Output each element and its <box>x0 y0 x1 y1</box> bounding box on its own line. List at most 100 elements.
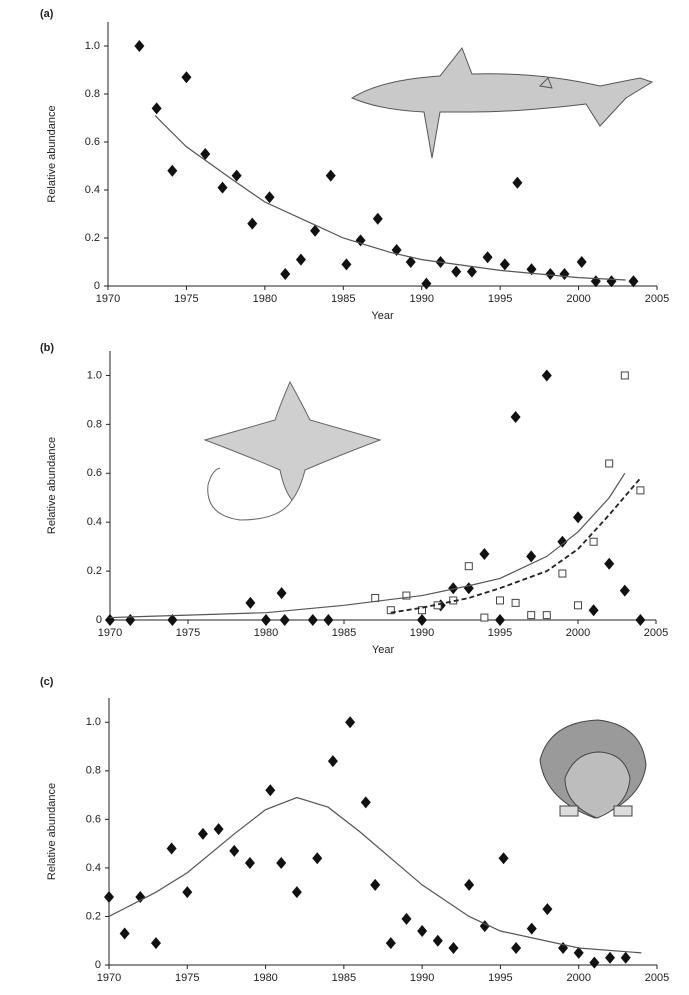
diamond-point <box>291 886 302 899</box>
y-tick-label: 0.4 <box>87 516 102 528</box>
square-point <box>542 611 551 620</box>
square-point <box>371 593 380 602</box>
diamond-point <box>448 942 459 955</box>
shark-illustration <box>350 46 654 159</box>
diamond-point <box>182 886 193 899</box>
x-tick-label: 2000 <box>566 972 590 984</box>
x-tick-label: 1985 <box>331 293 355 305</box>
diamond-point <box>229 844 240 857</box>
y-tick-label: 0.8 <box>85 88 100 100</box>
x-tick-label: 1990 <box>409 293 433 305</box>
x-tick-label: 1975 <box>176 627 200 639</box>
square-point <box>480 613 489 622</box>
x-tick-label: 1995 <box>488 972 512 984</box>
diamond-point <box>261 614 271 626</box>
diamond-point <box>482 251 493 264</box>
diamond-point <box>213 823 224 836</box>
diamond-point <box>360 796 371 809</box>
diamond-point <box>576 256 587 268</box>
diamond-point <box>181 71 192 84</box>
panel-label: (b) <box>40 342 54 354</box>
diamond-point <box>135 891 146 904</box>
square-point <box>402 591 411 600</box>
diamond-point <box>327 755 338 768</box>
y-tick-label: 0.4 <box>85 184 100 196</box>
diamond-point <box>405 256 416 268</box>
diamond-point <box>604 557 615 570</box>
diamond-point <box>197 827 208 840</box>
square-point <box>496 596 504 605</box>
y-tick-label: 1.0 <box>86 716 101 728</box>
square-point <box>558 569 567 578</box>
diamond-point <box>432 934 443 947</box>
y-tick-label: 0.6 <box>86 813 101 825</box>
diamond-point <box>589 956 600 969</box>
diamond-point <box>541 369 552 382</box>
diamond-point <box>464 878 475 891</box>
diamond-point <box>526 922 537 935</box>
x-tick-label: 2005 <box>644 627 668 639</box>
x-axis-label: Year <box>372 644 395 656</box>
diamond-point <box>151 102 162 115</box>
diamond-point <box>307 614 318 626</box>
x-tick-label: 1990 <box>410 627 434 639</box>
diamond-point <box>385 937 396 950</box>
x-tick-label: 1970 <box>97 972 121 984</box>
y-tick-label: 0.2 <box>86 910 101 922</box>
diamond-point <box>370 878 381 891</box>
square-point <box>386 606 395 615</box>
diamond-point <box>134 40 145 52</box>
y-tick-label: 1.0 <box>85 40 100 52</box>
y-tick-label: 0.8 <box>87 418 102 430</box>
diamond-point <box>605 951 616 964</box>
diamond-point <box>325 169 336 182</box>
diamond-point <box>247 217 258 230</box>
x-tick-label: 1985 <box>332 972 356 984</box>
y-tick-label: 0.2 <box>85 232 100 244</box>
diamond-point <box>511 942 522 955</box>
diamond-point <box>341 258 352 271</box>
square-point <box>636 486 645 495</box>
square-point <box>511 598 520 607</box>
diamond-point <box>217 181 228 194</box>
y-tick-label: 0 <box>94 280 100 292</box>
diamond-point <box>345 716 356 729</box>
y-tick-label: 0.4 <box>86 862 101 874</box>
x-tick-label: 2005 <box>645 972 669 984</box>
diamond-point <box>498 852 509 865</box>
x-tick-label: 2005 <box>645 293 669 305</box>
y-axis-label: Relative abundance <box>46 783 58 880</box>
diamond-point <box>401 912 412 925</box>
x-tick-label: 1980 <box>253 972 277 984</box>
diamond-point <box>542 903 553 916</box>
y-tick-label: 0 <box>96 614 102 626</box>
x-tick-label: 1980 <box>253 293 277 305</box>
x-tick-label: 1995 <box>488 627 512 639</box>
diamond-point <box>557 535 568 548</box>
panel-label: (c) <box>40 676 54 688</box>
x-tick-label: 1995 <box>488 293 512 305</box>
diamond-point <box>573 511 583 524</box>
square-point <box>589 537 598 546</box>
diamond-point <box>512 176 523 189</box>
diamond-point <box>280 268 291 280</box>
diamond-point <box>265 784 276 797</box>
diamond-point <box>279 614 290 626</box>
diamond-point <box>105 614 115 626</box>
diamond-point <box>200 148 211 160</box>
diamond-point <box>166 842 177 855</box>
diamond-point <box>526 263 537 276</box>
square-point <box>464 562 473 571</box>
diamond-point <box>573 946 584 959</box>
diamond-point <box>244 857 255 870</box>
diamond-point <box>466 265 477 278</box>
x-tick-label: 1970 <box>98 627 122 639</box>
diamond-point <box>276 587 287 600</box>
fit-line <box>390 477 642 614</box>
diamond-point <box>104 891 114 904</box>
x-tick-label: 2000 <box>566 293 590 305</box>
y-tick-label: 0.2 <box>87 565 102 577</box>
diamond-point <box>276 857 287 870</box>
diamond-point <box>620 951 631 964</box>
y-tick-label: 0 <box>95 959 101 971</box>
